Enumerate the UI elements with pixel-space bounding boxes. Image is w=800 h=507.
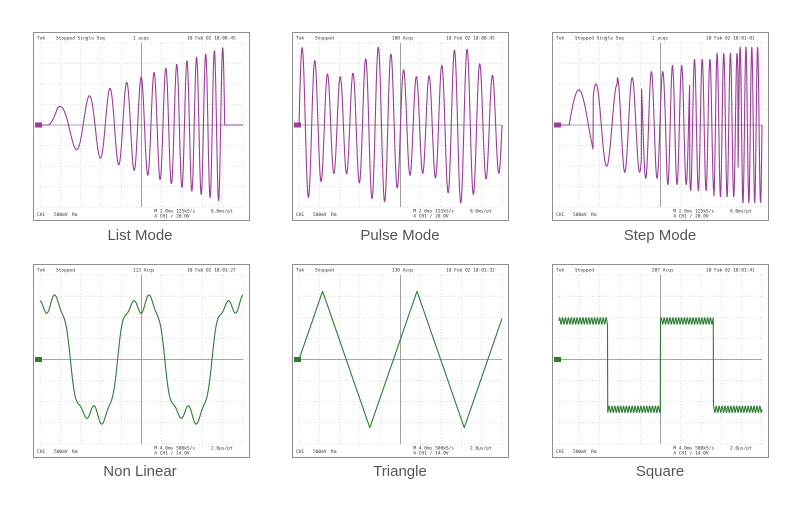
scope-plot-non-linear: Tek Stopped 113 Acqs 10 Feb 02 10:01:27 CH1 5… — [35, 268, 244, 457]
scope-footer-text: Rm — [591, 449, 597, 455]
scope-footer-text: 500mV — [573, 449, 587, 455]
scope-footer-text: CH1 — [556, 449, 564, 455]
scope-footer-text: 500mV — [54, 212, 68, 218]
scope-footer-text: M 2.0ms 125kS/s — [413, 209, 454, 215]
scope-footer-text: 500mV — [573, 212, 587, 218]
scope-header-text: 10 Feb 02 10:01:41 — [706, 268, 755, 274]
scope-header-text: 113 Acqs — [133, 268, 155, 274]
scope-footer-text: CH1 — [556, 212, 564, 218]
scope-plot-list-mode: Tek Stopped Single Seq 1 acqs 10 Feb 02 10:… — [35, 36, 244, 220]
caption-list-mode: List Mode — [107, 227, 173, 244]
scope-screen-square: Tek Stopped 287 Acqs 10 Feb 02 10:01:41 CH1 5… — [552, 264, 769, 458]
scope-footer-text: CH1 — [296, 449, 304, 455]
scope-footer-text: A CH1 / 20.0V — [673, 214, 709, 220]
scope-header-text: Stopped — [56, 268, 75, 274]
scope-header-text: Stopped — [575, 268, 594, 274]
scope-footer-text: 2.0µs/pt — [730, 446, 752, 452]
scope-footer-text: A CH1 / 14.0V — [673, 451, 709, 457]
scope-footer-text: 2.0µs/pt — [211, 446, 233, 452]
caption-step-mode: Step Mode — [623, 227, 697, 244]
scope-footer-text: 500mV — [313, 449, 327, 455]
scope-header-text: 1 acqs — [652, 36, 669, 42]
scope-header-text: 130 Acqs — [392, 268, 414, 274]
caption-triangle: Triangle — [373, 463, 427, 480]
scope-footer-text: Rm — [331, 212, 337, 218]
scope-footer-text: A CH1 / 14.0V — [154, 451, 190, 457]
scope-footer-text: Rm — [591, 212, 597, 218]
scope-screen-triangle: Tek Stopped 130 Acqs 10 Feb 02 10:01:32 CH1 5… — [292, 264, 509, 458]
scope-header-text: 10 Feb 02 10:08:45 — [446, 36, 495, 42]
scope-footer-text: CH1 — [37, 449, 45, 455]
scope-screen-non-linear: Tek Stopped 113 Acqs 10 Feb 02 10:01:27 CH1 5… — [33, 264, 250, 458]
scope-footer-text: A CH1 / 20.0V — [154, 214, 190, 220]
scope-footer-text: M 4.0ms 500kS/s — [413, 446, 454, 452]
scope-header-text: Stopped — [315, 268, 334, 274]
channel-marker — [554, 357, 561, 362]
scope-footer-text: 500mV — [313, 212, 327, 218]
scope-footer-text: 2.0µs/pt — [470, 446, 492, 452]
scope-header-text: Tek — [296, 36, 304, 42]
scope-header-text: Tek — [37, 268, 45, 274]
scope-footer-text: 500mV — [54, 449, 68, 455]
scope-header-text: Stopped Single Seq — [575, 36, 624, 42]
scope-header-text: Stopped Single Seq — [56, 36, 105, 42]
scope-header-text: 10 Feb 02 10:08:45 — [187, 36, 236, 42]
channel-marker — [294, 122, 301, 128]
scope-footer-text: M 4.0ms 500kS/s — [673, 446, 714, 452]
scope-footer-text: A CH1 / 20.0V — [413, 214, 449, 220]
scope-header-text: Tek — [296, 268, 304, 274]
channel-marker — [554, 122, 561, 128]
scope-header-text: 10 Feb 02 10:01:27 — [187, 268, 236, 274]
scope-footer-text: 8.0ms/pt — [470, 209, 492, 215]
scope-footer-text: Rm — [72, 449, 78, 455]
scope-header-text: Tek — [556, 36, 564, 42]
scope-footer-text: Rm — [331, 449, 337, 455]
scope-footer-text: Rm — [72, 212, 78, 218]
scope-footer-text: M 2.0ms 125kS/s — [154, 209, 195, 215]
caption-square: Square — [635, 463, 685, 480]
scope-screen-step-mode: Tek Stopped Single Seq 1 acqs 10 Feb 02 10:… — [552, 32, 769, 221]
channel-marker — [294, 357, 301, 362]
scope-header-text: 10 Feb 02 10:01:32 — [446, 268, 495, 274]
scope-plot-square: Tek Stopped 287 Acqs 10 Feb 02 10:01:41 CH1 5… — [554, 268, 763, 457]
scope-footer-text: A CH1 / 14.0V — [413, 451, 449, 457]
caption-non-linear: Non Linear — [103, 463, 177, 480]
scope-header-text: Tek — [37, 36, 45, 42]
scope-footer-text: 8.0ms/pt — [730, 209, 752, 215]
scope-header-text: 1 acqs — [133, 36, 150, 42]
waveform-trace — [558, 317, 763, 414]
scope-footer-text: M 2.0ms 125kS/s — [673, 209, 714, 215]
caption-pulse-mode: Pulse Mode — [360, 227, 440, 244]
scope-header-text: Tek — [556, 268, 564, 274]
scope-plot-pulse-mode: Tek Stopped 100 Acqs 10 Feb 02 10:08:45 CH1 5… — [294, 36, 503, 220]
scope-header-text: Stopped — [315, 36, 334, 42]
scope-footer-text: M 4.0ms 500kS/s — [154, 446, 195, 452]
waveform-trace — [39, 294, 244, 425]
channel-marker — [35, 357, 42, 362]
scope-footer-text: CH1 — [37, 212, 45, 218]
scope-header-text: 287 Acqs — [652, 268, 674, 274]
scope-header-text: 100 Acqs — [392, 36, 414, 42]
waveform-trace — [558, 46, 763, 204]
waveform-trace — [298, 290, 503, 429]
scope-footer-text: CH1 — [296, 212, 304, 218]
scope-plot-triangle: Tek Stopped 130 Acqs 10 Feb 02 10:01:32 CH1 5… — [294, 268, 503, 457]
channel-marker — [35, 122, 42, 128]
scope-screen-list-mode: Tek Stopped Single Seq 1 acqs 10 Feb 02 10:… — [33, 32, 250, 221]
waveform-trace — [39, 47, 244, 202]
waveform-trace — [298, 46, 503, 204]
scope-header-text: 10 Feb 02 10:01:01 — [706, 36, 755, 42]
scope-plot-step-mode: Tek Stopped Single Seq 1 acqs 10 Feb 02 10:… — [554, 36, 763, 220]
scope-footer-text: 8.0ms/pt — [211, 209, 233, 215]
scope-screen-pulse-mode: Tek Stopped 100 Acqs 10 Feb 02 10:08:45 CH1 5… — [292, 32, 509, 221]
